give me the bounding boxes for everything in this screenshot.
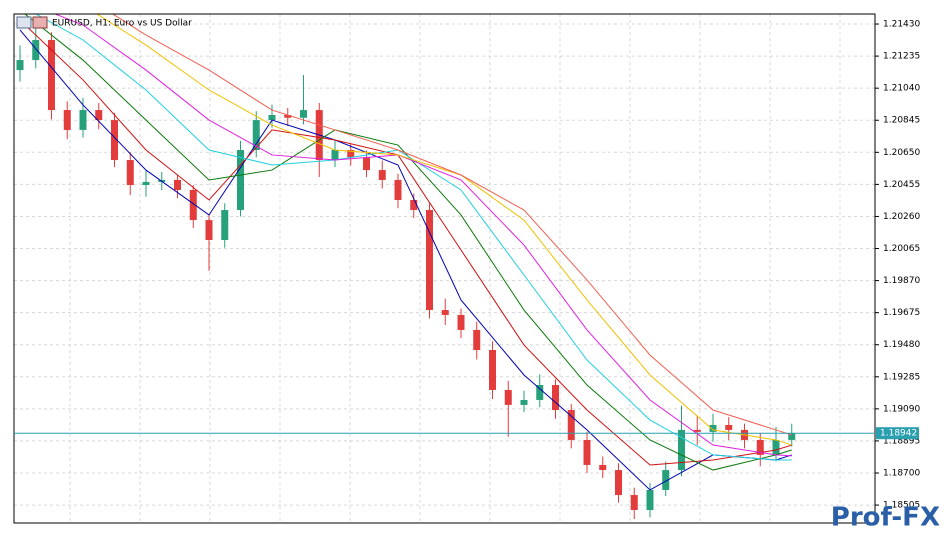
- y-tick-label: 1.20065: [883, 244, 920, 254]
- candle-body: [788, 433, 796, 440]
- moving-average: [35, 14, 792, 461]
- moving-average: [53, 14, 792, 457]
- candle-body: [536, 385, 544, 400]
- moving-average: [96, 14, 792, 446]
- candle-body: [189, 189, 197, 221]
- y-tick-label: 1.21235: [883, 52, 920, 62]
- candle-body: [142, 181, 150, 186]
- grid: [14, 14, 875, 523]
- candle-body: [347, 150, 355, 158]
- candle-body: [504, 389, 512, 405]
- candle-body: [567, 410, 575, 440]
- candle-body: [630, 495, 638, 511]
- candle-body: [252, 120, 260, 151]
- candle-body: [646, 489, 654, 511]
- candle-body: [331, 150, 339, 161]
- y-tick-label: 1.21430: [883, 20, 920, 30]
- y-tick-label: 1.19090: [883, 404, 920, 414]
- y-tick-label: 1.19480: [883, 340, 920, 350]
- candle-body: [32, 39, 40, 61]
- candle-body: [457, 314, 465, 330]
- candle-body: [300, 110, 307, 118]
- moving-average: [111, 14, 792, 436]
- candle-body: [410, 200, 418, 211]
- candle-body: [441, 310, 449, 315]
- price-label: 1.18942: [880, 429, 917, 439]
- candle-body: [111, 120, 118, 161]
- symbol-icon: [32, 16, 48, 29]
- y-tick-label: 1.18895: [883, 436, 920, 446]
- y-tick-label: 1.19675: [883, 308, 920, 318]
- price-axis: 1.21430 1.21235 1.21040 1.20845 1.20650 1.204…: [875, 20, 920, 511]
- moving-average: [24, 14, 792, 471]
- candle-body: [489, 349, 496, 390]
- candle-body: [394, 179, 402, 201]
- candle-body: [772, 439, 780, 455]
- candle-body: [756, 439, 764, 455]
- symbol-icon: [16, 16, 32, 29]
- candle-body: [678, 429, 685, 471]
- y-tick-label: 1.19870: [883, 276, 920, 286]
- candle-body: [237, 150, 244, 211]
- candle-body: [221, 210, 229, 240]
- watermark: Prof-FX: [831, 503, 940, 533]
- plot-border: [13, 13, 876, 524]
- candle-body: [709, 424, 717, 432]
- y-tick-label: 1.21040: [883, 84, 920, 94]
- chart-title: EURUSD, H1: Euro vs US Dollar: [52, 19, 192, 29]
- y-tick-label: 1.20455: [883, 180, 920, 190]
- candle-body: [693, 429, 701, 432]
- y-tick-label: 1.18700: [883, 469, 920, 479]
- y-tick-label: 1.19285: [883, 372, 920, 382]
- y-tick-label: 1.20650: [883, 148, 920, 158]
- candle-body: [662, 470, 670, 490]
- candle-body: [126, 160, 134, 186]
- candle-body: [473, 329, 481, 350]
- candle-body: [268, 114, 276, 121]
- y-tick-label: 1.18505: [883, 501, 920, 511]
- candle-body: [95, 110, 103, 121]
- moving-average: [19, 19, 792, 466]
- y-tick-label: 1.20260: [883, 212, 920, 222]
- candle-body: [599, 464, 607, 471]
- candle-body: [174, 179, 181, 190]
- plot-area: [16, 14, 796, 520]
- candle-body: [63, 110, 71, 130]
- candle-body: [205, 220, 213, 240]
- candle-body: [363, 157, 370, 171]
- candle-body: [284, 114, 292, 118]
- candle-body: [725, 424, 733, 430]
- candle-body: [583, 439, 591, 465]
- candle-body: [615, 470, 622, 496]
- candle-body: [79, 110, 87, 130]
- price-label-box: [876, 427, 919, 440]
- candle-body: [48, 39, 55, 111]
- candle-body: [552, 385, 559, 411]
- candle-body: [16, 60, 24, 71]
- y-tick-label: 1.20845: [883, 116, 920, 126]
- candle-body: [426, 210, 433, 311]
- candle-body: [378, 170, 386, 180]
- candle-body: [520, 399, 528, 405]
